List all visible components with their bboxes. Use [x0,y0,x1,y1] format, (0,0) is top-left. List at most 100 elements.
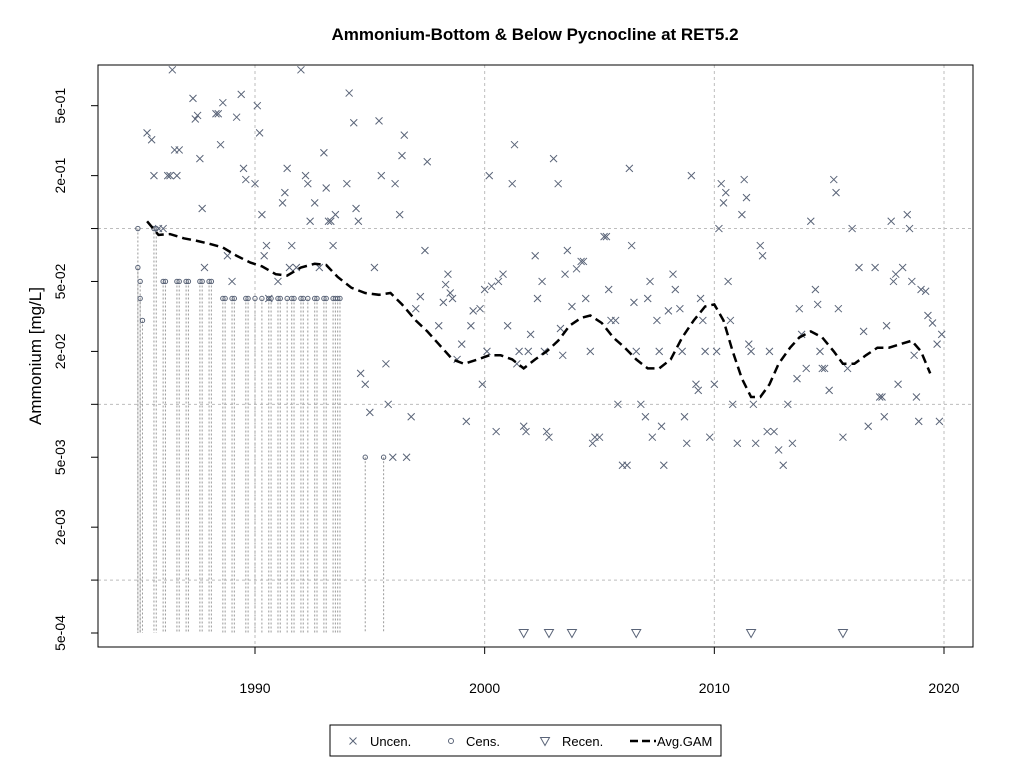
censored-point [220,295,226,302]
uncensored-point [859,327,868,336]
censored-point [277,295,283,302]
uncensored-point [905,224,914,233]
uncensored-point [632,347,641,356]
uncensored-point [196,154,204,163]
uncensored-point [526,330,535,339]
x-axis: 1990 2000 2010 2020 [239,647,960,696]
uncensored-point [391,179,399,188]
uncensored-point [457,340,466,348]
legend-label: Avg.GAM [657,734,712,749]
uncensored-point [712,347,721,356]
uncensored-point [664,307,673,315]
uncensored-point [147,135,156,144]
censored-point [222,295,228,302]
uncensored-point [763,427,772,436]
uncensored-point [774,446,783,454]
recensored-point [745,629,757,639]
uncensored-point [705,433,714,442]
uncensored-point [361,380,370,389]
y-axis: 5e-04 2e-03 5e-03 2e-02 5e-02 2e-01 5e-01 [52,88,98,651]
uncensored-point [694,386,703,395]
uncensored-point [903,210,912,219]
uncensored-point [563,246,572,255]
censored-point [199,278,205,285]
uncensored-point [643,294,652,303]
uncensored-point [524,347,533,356]
uncensored-point [878,393,886,401]
y-tick-label: 5e-02 [52,263,68,299]
uncensored-point [588,439,597,448]
uncensored-point [829,175,838,184]
uncensored-point [377,171,386,180]
uncensored-point [611,316,620,325]
uncensored-point [232,113,241,122]
uncensored-point [241,175,250,184]
uncensored-point [756,241,765,250]
uncensored-point [765,347,774,356]
y-tick-label: 5e-01 [52,88,68,124]
uncensored-point [462,417,471,426]
uncensored-point [558,351,567,360]
uncensored-point [320,148,328,157]
uncensored-point [834,304,843,313]
uncensored-point [503,321,512,330]
uncensored-point [600,232,608,241]
uncensored-point [519,422,528,431]
uncensored-point [657,422,666,431]
uncensored-point [568,302,576,311]
uncensored-point [421,246,429,255]
recensored-point [630,629,642,639]
uncensored-point [434,321,443,330]
legend-symbol-recen [539,737,551,747]
uncensored-point [228,277,236,286]
uncensored-point [384,400,393,409]
uncensored-point [719,199,728,207]
uncensored-point [894,380,902,389]
censored-point [312,295,318,302]
x-tick-label: 1990 [239,680,270,696]
censored-point [197,278,203,285]
uncensored-point [721,188,730,197]
legend-symbol-uncen [349,737,357,745]
uncensored-point [352,204,360,213]
uncensored-point [329,241,337,250]
censored-point [176,278,182,285]
censored-point [289,295,295,302]
uncensored-point [579,257,588,266]
uncensored-point [487,282,496,291]
uncensored-point [744,340,753,348]
uncensored-point [669,270,677,279]
uncensored-point [237,90,246,99]
legend-label: Uncen. [370,734,411,749]
uncensored-point [349,118,358,127]
censored-point [137,295,143,302]
legend-symbol-cens [448,738,454,744]
uncensored-point [538,277,546,286]
uncensored-point [871,263,879,272]
uncensored-point [758,251,767,260]
uncensored-point [545,433,553,442]
uncensored-point [303,179,312,188]
censored-point [252,295,258,302]
uncensored-point [223,251,232,260]
uncensored-point [388,453,397,462]
uncensored-point [444,270,452,279]
uncensored-point [678,347,687,356]
x-tick-label: 2000 [469,680,500,696]
censored-point [206,278,212,285]
uncensored-point [671,285,680,294]
uncensored-point [802,364,811,373]
uncensored-point [326,217,335,226]
uncensored-point [627,241,636,250]
uncensored-point [398,151,406,160]
censored-point [243,295,249,302]
censored-point [275,295,281,302]
uncensored-point [907,277,916,286]
uncensored-point [738,210,746,219]
uncensored-point [402,453,411,462]
uncensored-point [262,241,271,250]
uncensored-point [485,171,494,180]
uncensored-point [924,311,932,320]
uncensored-point [816,347,824,356]
uncensored-point [912,393,921,401]
